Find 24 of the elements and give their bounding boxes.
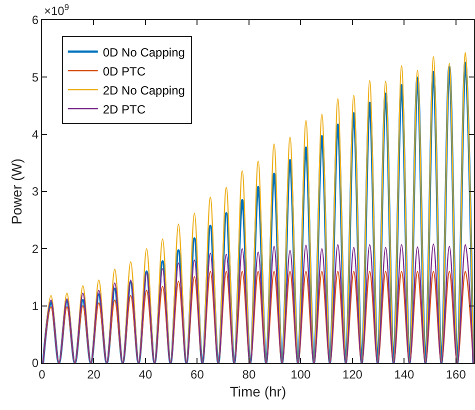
x-tick-label: 40	[138, 367, 152, 382]
x-axis-title: Time (hr)	[230, 384, 286, 400]
x-tick-label: 160	[446, 367, 466, 382]
y-tick-label: 1	[32, 299, 39, 314]
text: ×10$^{9}$	[44, 2, 70, 18]
y-tick-label: 3	[32, 184, 39, 199]
x-tick-label: 140	[394, 367, 414, 382]
line-series	[42, 243, 474, 363]
legend-label: 2D PTC	[102, 102, 146, 116]
x-tick-label: 100	[290, 367, 312, 382]
y-tick-label: 6	[32, 13, 39, 28]
x-tick-label: 80	[242, 367, 256, 382]
y-tick-label: 5	[32, 70, 39, 84]
legend-label: 2D No Capping	[102, 83, 185, 98]
y-tick-label: 2	[32, 242, 39, 256]
x-tick-label: 120	[342, 367, 363, 382]
legend-label: 0D PTC	[102, 64, 146, 78]
y-axis-title: Power (W)	[8, 158, 25, 225]
y-tick-label: 0	[32, 356, 39, 370]
line-series	[42, 270, 474, 363]
x-tick-label: 20	[87, 367, 101, 382]
legend-label: 0D No Capping	[102, 45, 185, 60]
y-tick-label: 4	[32, 128, 39, 142]
x-tick-label: 60	[190, 367, 204, 382]
